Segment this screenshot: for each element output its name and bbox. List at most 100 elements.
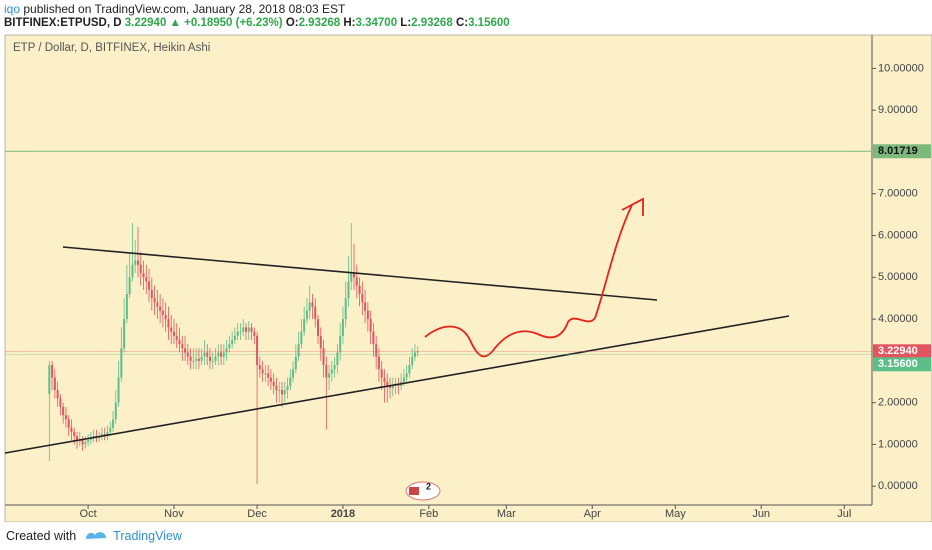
- candle: [170, 314, 173, 345]
- candle: [408, 356, 411, 378]
- candle: [328, 365, 331, 391]
- candle-body: [389, 385, 392, 389]
- candle-body: [341, 319, 344, 336]
- candle: [225, 339, 228, 361]
- candle-body: [325, 365, 328, 378]
- candle-body: [100, 433, 103, 437]
- candle: [81, 436, 84, 451]
- x-tick-label: Oct: [80, 508, 97, 520]
- candle-body: [391, 385, 394, 389]
- candle-body: [184, 348, 187, 353]
- last: 3.22940: [124, 17, 167, 29]
- price-label: 3.22940: [878, 345, 918, 357]
- candle: [278, 381, 281, 403]
- candle: [325, 356, 328, 430]
- candle-body: [416, 351, 419, 353]
- brand[interactable]: TradingView: [113, 529, 182, 543]
- candle: [405, 365, 408, 382]
- x-tick-label: 2018: [331, 508, 355, 520]
- candle-body: [322, 348, 325, 366]
- axis-bg: [872, 35, 932, 505]
- candle-body: [402, 377, 405, 382]
- candle: [261, 360, 264, 382]
- candle: [150, 277, 153, 311]
- candle-body: [53, 377, 56, 391]
- candle: [300, 319, 303, 349]
- x-tick-label: Jul: [837, 508, 851, 520]
- candle-body: [233, 335, 236, 340]
- candle: [358, 277, 361, 307]
- candle: [139, 252, 142, 286]
- candle: [344, 281, 347, 328]
- event-badge[interactable]: 2: [405, 481, 441, 501]
- candle: [303, 306, 306, 336]
- price-label: 8.01719: [878, 145, 918, 157]
- candle: [333, 356, 336, 378]
- candle: [264, 365, 267, 382]
- candle: [305, 298, 308, 324]
- candle: [131, 223, 134, 282]
- candle-body: [328, 373, 331, 378]
- candle: [289, 369, 292, 391]
- x-tick-label: Jun: [752, 508, 770, 520]
- badge-count: 2: [426, 481, 431, 491]
- candle-body: [64, 415, 67, 420]
- marks: [48, 223, 419, 485]
- candle-body: [125, 294, 128, 320]
- l-label: L:: [400, 17, 412, 29]
- candle-body: [214, 356, 217, 361]
- candle: [377, 348, 380, 382]
- candle: [350, 223, 353, 290]
- candle: [236, 323, 239, 340]
- candle-body: [269, 377, 272, 382]
- x-tick-label: Feb: [419, 508, 438, 520]
- candle: [148, 268, 151, 303]
- candle: [297, 331, 300, 361]
- price-label-bg: [873, 344, 931, 359]
- candle: [142, 260, 145, 290]
- candle-body: [153, 298, 156, 303]
- candle: [386, 373, 389, 403]
- candle: [208, 348, 211, 370]
- candle-body: [109, 427, 112, 432]
- candle-body: [383, 377, 386, 382]
- candle: [100, 427, 103, 441]
- x-tick-label: Dec: [247, 508, 267, 520]
- candle-body: [48, 365, 51, 395]
- candle: [134, 239, 137, 274]
- candle: [67, 415, 70, 437]
- o-label: O:: [285, 17, 299, 29]
- author[interactable]: iqo: [4, 2, 21, 16]
- candle-body: [303, 319, 306, 332]
- candle: [51, 360, 54, 391]
- candle: [341, 306, 344, 345]
- candle-body: [172, 331, 175, 336]
- drawings: 2: [4, 197, 790, 501]
- publish-line: iqo published on TradingView.com, Januar…: [4, 2, 345, 16]
- candle-body: [231, 339, 234, 345]
- candle-body: [56, 390, 59, 399]
- frame: [4, 34, 932, 522]
- candle: [283, 381, 286, 403]
- candle-body: [148, 281, 151, 290]
- candle-body: [333, 365, 336, 370]
- h: 3.34700: [355, 17, 398, 29]
- candle: [314, 298, 317, 328]
- candle-body: [319, 335, 322, 349]
- candle-body: [189, 356, 192, 361]
- candle-body: [272, 381, 275, 386]
- candle-body: [117, 377, 120, 403]
- candle-body: [84, 442, 87, 445]
- candle: [156, 289, 159, 320]
- candle: [109, 421, 112, 437]
- candle-body: [247, 327, 250, 332]
- candle-body: [161, 310, 164, 315]
- candle-body: [167, 319, 170, 328]
- candle-body: [372, 331, 375, 345]
- candle-body: [411, 356, 414, 366]
- footer: Created with TradingView: [6, 528, 182, 543]
- candle: [123, 298, 126, 353]
- candle: [244, 323, 247, 340]
- candle-body: [89, 438, 92, 441]
- candle-body: [278, 390, 281, 392]
